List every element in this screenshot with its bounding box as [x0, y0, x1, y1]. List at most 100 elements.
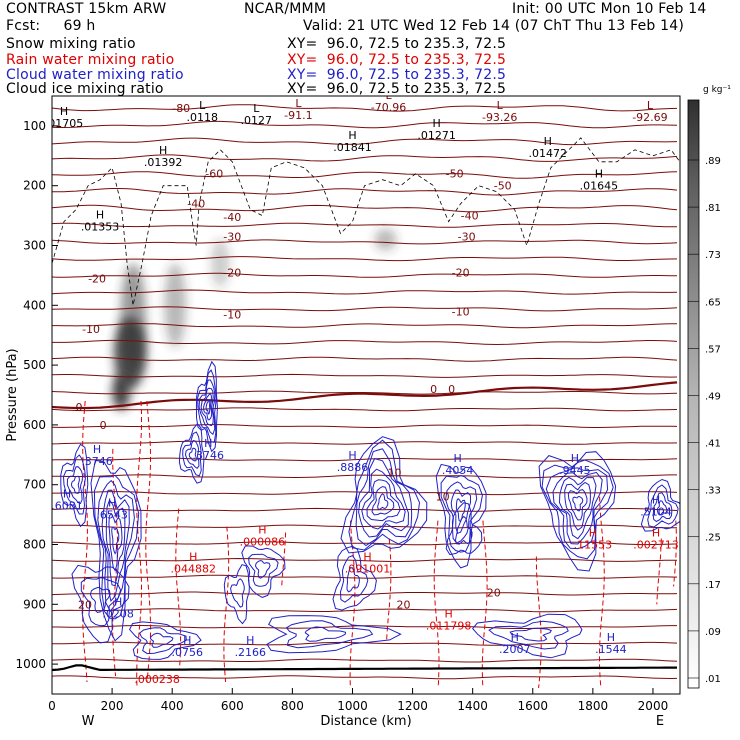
isotherm-label: -50: [446, 168, 464, 181]
isotherm-label: -20: [452, 266, 470, 279]
field-xy-ice: XY= 96.0, 72.5 to 235.3, 72.5: [287, 81, 507, 97]
y-tick-label: 800: [23, 538, 46, 552]
isotherm-line: [52, 256, 678, 262]
extremum-marker: H: [444, 607, 452, 620]
extremum-marker: H: [595, 168, 603, 181]
colorbar-tick-label: .33: [705, 486, 721, 497]
isotherm-label: 20: [78, 598, 92, 611]
y-tick-label: 400: [23, 298, 46, 312]
extremum-marker: H: [363, 550, 371, 563]
extremum-value: .01705: [45, 117, 84, 130]
isotherm-label: -20: [223, 266, 241, 279]
plot-frame: [51, 95, 681, 695]
extremum-value: .6081: [51, 500, 83, 513]
isotherm-label: -80: [172, 102, 190, 115]
isotherm-line: [52, 574, 678, 579]
cloud-water-contour: [346, 567, 360, 593]
colorbar-tick-label: .73: [705, 250, 721, 261]
isotherm-line: [52, 407, 678, 412]
cloud-water-contour: [652, 492, 673, 523]
isotherm-line: [52, 457, 678, 462]
extremum-marker: L: [295, 97, 302, 110]
y-tick-label: 100: [23, 119, 46, 133]
isotherm-line: [52, 323, 677, 329]
extremum-value: .0127: [241, 114, 273, 127]
valid-time: Valid: 21 UTC Wed 12 Feb 14 (07 ChT Thu …: [303, 18, 685, 34]
cloud-water-contour: [567, 489, 588, 521]
isotherm-line: [52, 356, 678, 362]
extremum-marker: H: [96, 208, 104, 221]
extremum-marker: H: [63, 488, 71, 501]
cloud-water-contour: [149, 632, 174, 648]
isotherm-line: [52, 658, 678, 663]
freezing-level-line: [52, 381, 678, 410]
isotherm-label: -10: [223, 308, 241, 321]
x-tick-label: 1800: [578, 699, 609, 713]
extremum-value: .0208: [102, 607, 134, 620]
cloud-water-contour: [93, 474, 140, 620]
isotherm-line: [52, 154, 678, 162]
extremum-value: .6543: [96, 509, 128, 522]
cloud-water-contour: [552, 471, 603, 545]
colorbar-tick-label: .09: [705, 627, 721, 638]
isotherm-label: 20: [397, 598, 411, 611]
cloud-water-contour: [111, 526, 120, 555]
extremum-value: .3746: [192, 449, 224, 462]
extremum-value: .0756: [171, 646, 203, 659]
rain-contour: [433, 520, 440, 689]
cloud-water-contour: [440, 475, 483, 553]
cloud-water-contour: [241, 545, 286, 598]
x-tick-label: 1600: [517, 699, 548, 713]
cloud-water-contour: [80, 577, 122, 627]
field-xy-rain: XY= 96.0, 72.5 to 235.3, 72.5: [287, 52, 507, 68]
extremum-value: .2007: [499, 643, 531, 656]
isotherm-label: 0: [76, 401, 83, 414]
isotherm-label: -10: [452, 305, 470, 318]
isotherm-line: [52, 171, 678, 179]
extremum-marker: H: [348, 449, 356, 462]
isotherm-label: 10: [388, 467, 402, 480]
y-axis-label: Pressure (hPa): [5, 348, 20, 441]
extremum-marker: L: [253, 102, 260, 115]
isotherm-label: -50: [494, 180, 512, 193]
x-tick-label: 2000: [638, 699, 669, 713]
colorbar-tick-label: .89: [705, 156, 721, 167]
terrain-surface-line: [52, 664, 677, 672]
field-xy-snow: XY= 96.0, 72.5 to 235.3, 72.5: [287, 36, 507, 52]
colorbar-tick-label: .57: [705, 344, 721, 355]
cloud-water-contour: [285, 620, 374, 649]
extremum-value: -93.26: [482, 111, 517, 124]
center-label: NCAR/MMM: [244, 1, 327, 17]
extremum-marker: L: [385, 89, 392, 102]
extremum-value: .002713: [633, 539, 679, 552]
cloud-water-contour: [445, 502, 483, 556]
cloud-water-contour: [129, 621, 202, 660]
x-tick-label: 1400: [457, 699, 488, 713]
x-tick-label: 1200: [397, 699, 428, 713]
field-xy-cloud: XY= 96.0, 72.5 to 235.3, 72.5: [287, 67, 507, 83]
field-label-cloud: Cloud water mixing ratio: [6, 67, 184, 83]
extremum-marker: H: [652, 527, 660, 540]
extremum-value: -92.69: [632, 111, 667, 124]
field-label-snow: Snow mixing ratio: [6, 36, 136, 52]
cloud-water-contour: [200, 387, 214, 427]
isotherm-line: [52, 373, 678, 378]
extremum-value: -70.96: [371, 101, 406, 114]
rain-contour: [386, 538, 392, 641]
cloud-water-contour: [455, 497, 466, 522]
extremum-value: .0118: [186, 111, 218, 124]
cloud-water-contour: [366, 479, 401, 522]
isotherm-line: [52, 608, 678, 613]
cloud-water-contour: [348, 439, 421, 551]
cloud-water-contour: [230, 578, 245, 608]
colorbar-tick-label: .25: [705, 533, 721, 544]
extremum-value: .091001: [345, 562, 391, 575]
cloud-water-contour: [203, 392, 213, 421]
rain-contour: [175, 508, 182, 671]
extremum-marker: H: [652, 494, 660, 507]
isotherm-line: [52, 390, 678, 395]
cloud-water-contour: [564, 481, 591, 531]
cloud-water-contour: [139, 627, 187, 655]
cloud-water-contour: [340, 436, 428, 554]
extremum-marker: H: [432, 117, 440, 130]
